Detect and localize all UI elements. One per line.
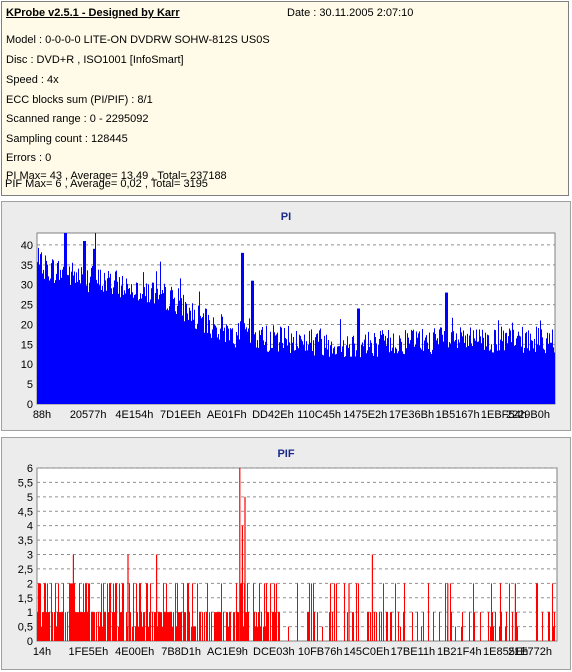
pif-chart-title: PIF [277,448,295,460]
x-tick-label: 14h [33,646,51,658]
x-tick-label: 21E772h [508,646,552,658]
y-tick-label: 15 [21,339,33,351]
x-tick-label: 17E36Bh [389,409,434,421]
x-tick-label: 4E154h [115,409,153,421]
pi-series-bars [37,233,555,404]
x-tick-label: 17BE11h [391,646,435,658]
y-tick-label: 2,5 [18,564,33,576]
x-tick-label: AC1E9h [207,646,248,658]
y-tick-label: 3,5 [18,535,33,547]
info-scanned-range: Scanned range : 0 - 2295092 [6,113,149,125]
pif-chart: 0 0,5 1 1,5 2 2,5 3 3,5 4 4,5 5 5,5 6 14h 1FE5Eh 4E00Eh… [18,463,558,658]
y-tick-label: 10 [21,359,33,371]
y-tick-label: 4,5 [18,506,33,518]
y-tick-label: 5,5 [18,477,33,489]
y-tick-label: 25 [21,300,33,312]
info-ecc-sum: ECC blocks sum (PI/PIF) : 8/1 [6,94,153,106]
x-tick-label: 1FE5Eh [68,646,108,658]
info-panel: KProbe v2.5.1 - Designed by Karr Date : … [1,1,569,196]
y-tick-label: 35 [21,260,33,272]
scan-date: Date : 30.11.2005 2:07:10 [287,7,414,19]
pi-chart: 0 5 10 15 20 25 30 35 40 88h 20577h 4E154h 7D1EEh AE0… [21,232,556,421]
y-tick-label: 0,5 [18,622,33,634]
info-model: Model : 0-0-0-0 LITE-ON DVDRW SOHW-812S … [6,34,270,46]
info-disc: Disc : DVD+R , ISO1001 [InfoSmart] [6,54,184,66]
x-tick-label: 1B21F4h [437,646,482,658]
y-tick-label: 40 [21,240,33,252]
x-tick-label: 145C0Eh [344,646,390,658]
info-speed: Speed : 4x [6,74,59,86]
x-tick-label: 1B5167h [436,409,480,421]
y-tick-label: 4 [27,521,33,533]
y-tick-label: 3 [27,550,33,562]
x-tick-label: 7B8D1h [161,646,201,658]
y-tick-label: 0 [27,399,33,411]
y-tick-label: 0 [27,636,33,648]
info-sampling-count: Sampling count : 128445 [6,133,128,145]
info-errors: Errors : 0 [6,152,52,164]
pif-series-bars [37,583,555,641]
x-tick-label: 4E00Eh [115,646,154,658]
x-tick-label: AE01Fh [207,409,247,421]
x-tick-label: DCE03h [253,646,295,658]
x-tick-label: 1E855Eh [483,646,528,658]
y-tick-label: 5 [27,379,33,391]
y-tick-label: 5 [27,492,33,504]
x-tick-label: 110C45h [297,409,341,421]
pi-chart-panel: PI 0 5 10 15 20 25 30 35 40 88h 20577h 4E154h 7D1EEh… [1,201,571,431]
x-tick-label: DD42Eh [252,409,294,421]
x-tick-label: 20577h [70,409,107,421]
pi-chart-title: PI [280,211,292,223]
x-tick-label: 10FB76h [298,646,343,658]
x-tick-label: 2229B0h [506,409,550,421]
y-tick-label: 6 [27,463,33,475]
y-tick-label: 2 [27,578,33,590]
x-tick-label: 1475E2h [343,409,387,421]
pif-chart-panel: PIF 0 0,5 1 1,5 2 2,5 3 3,5 4 4,5 5 5,5 6 14h 1FE5Eh 4E… [1,437,571,670]
y-tick-label: 1,5 [18,593,33,605]
x-tick-label: 1EBF54h [481,409,527,421]
y-tick-label: 1 [27,607,33,619]
info-pi-stats: PI Max= 43 , Average= 13,49 , Total= 237… [6,170,227,182]
y-tick-label: 20 [21,319,33,331]
x-tick-label: 7D1EEh [160,409,201,421]
x-tick-label: 88h [33,409,51,421]
y-tick-label: 30 [21,280,33,292]
info-pif-stats: PIF Max= 6 , Average= 0,02 , Total= 3195 [5,178,208,190]
app-title: KProbe v2.5.1 - Designed by Karr [6,7,180,19]
